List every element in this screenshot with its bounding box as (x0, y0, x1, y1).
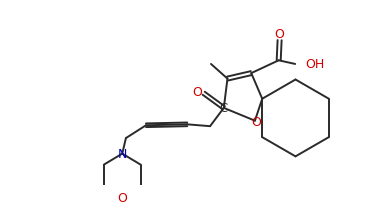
Text: C: C (220, 102, 228, 115)
Text: O: O (117, 191, 127, 202)
Text: O: O (192, 85, 202, 98)
Text: N: N (118, 147, 127, 160)
Text: O: O (251, 116, 261, 128)
Text: O: O (275, 28, 284, 41)
Text: OH: OH (305, 58, 324, 71)
